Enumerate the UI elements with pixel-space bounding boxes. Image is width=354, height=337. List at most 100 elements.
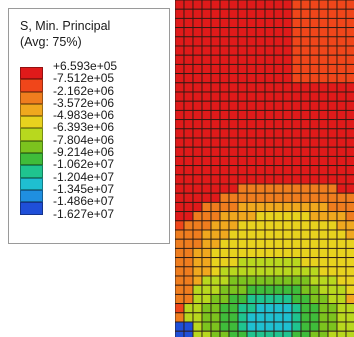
mesh-element [210,45,221,56]
mesh-element [174,247,185,259]
mesh-element [219,275,230,286]
mesh-element [210,82,221,93]
mesh-element [255,82,266,93]
mesh-element [237,8,248,19]
mesh-element [246,201,257,213]
mesh-element [201,36,212,47]
mesh-element [300,192,311,203]
mesh-element [300,275,311,286]
mesh-element [183,330,194,337]
mesh-element [228,54,239,65]
mesh-element [282,45,293,56]
mesh-element [174,303,185,314]
mesh-element [228,0,239,10]
mesh-element [327,109,338,121]
mesh-element [192,293,203,305]
mesh-element [345,211,354,222]
legend-tick-label: -2.162e+06 [53,83,115,98]
mesh-element [282,183,293,194]
mesh-element [300,146,311,157]
mesh-element [318,128,329,139]
mesh-element [291,82,302,93]
mesh-element [174,73,185,84]
mesh-element [264,192,275,203]
mesh-element [228,312,239,323]
mesh-element [201,128,212,139]
mesh-element [201,257,212,268]
mesh-element [291,63,302,75]
mesh-element [327,303,338,314]
mesh-element [282,63,293,75]
mesh-element [282,247,293,259]
mesh-element [345,54,354,65]
mesh-element [174,54,185,65]
legend-tick-label: -1.486e+07 [53,194,115,209]
mesh-element [345,91,354,102]
mesh-element [201,0,212,10]
mesh-element [336,330,347,337]
mesh-element [327,220,338,231]
mesh-element [201,100,212,111]
mesh-element [210,155,221,167]
mesh-element [336,321,347,332]
mesh-element [255,128,266,139]
mesh-element [345,284,354,295]
mesh-element [336,91,347,102]
mesh-element [291,73,302,84]
mesh-element [336,128,347,139]
mesh-element [264,73,275,84]
mesh-element [327,17,338,29]
mesh-element [318,238,329,249]
mesh-element [246,257,257,268]
mesh-element [345,275,354,286]
mesh-element [246,165,257,176]
mesh-element [183,128,194,139]
mesh-element [291,238,302,249]
mesh-element [327,146,338,157]
mesh-element [282,238,293,249]
mesh-element [345,73,354,84]
mesh-element [237,146,248,157]
mesh-element [183,266,194,277]
mesh-element [282,211,293,222]
mesh-element [282,293,293,305]
mesh-element [228,247,239,259]
mesh-element [291,45,302,56]
mesh-element [246,0,257,10]
mesh-element [255,174,266,185]
mesh-element [273,238,284,249]
mesh-element [291,36,302,47]
mesh-element [237,183,248,194]
mesh-element [228,109,239,121]
mesh-element [228,211,239,222]
mesh-element [210,238,221,249]
mesh-element [201,54,212,65]
mesh-contour-plot[interactable] [174,0,354,337]
mesh-element [318,146,329,157]
mesh-element [237,201,248,213]
mesh-element [345,82,354,93]
mesh-element [246,183,257,194]
legend-swatch [20,202,43,215]
mesh-element [210,201,221,213]
mesh-element [282,0,293,10]
mesh-element [183,238,194,249]
mesh-element [336,146,347,157]
mesh-element [237,0,248,10]
mesh-element [291,17,302,29]
mesh-element [300,229,311,240]
mesh-element [327,229,338,240]
mesh-element [219,303,230,314]
mesh-element [273,220,284,231]
mesh-element [336,82,347,93]
mesh-element [318,321,329,332]
mesh-element [273,137,284,148]
mesh-element [192,73,203,84]
mesh-element [255,73,266,84]
legend-title: S, Min. Principal [20,19,111,33]
mesh-element [318,137,329,148]
mesh-element [237,100,248,111]
mesh-element [264,303,275,314]
mesh-element [291,27,302,38]
mesh-element [264,211,275,222]
